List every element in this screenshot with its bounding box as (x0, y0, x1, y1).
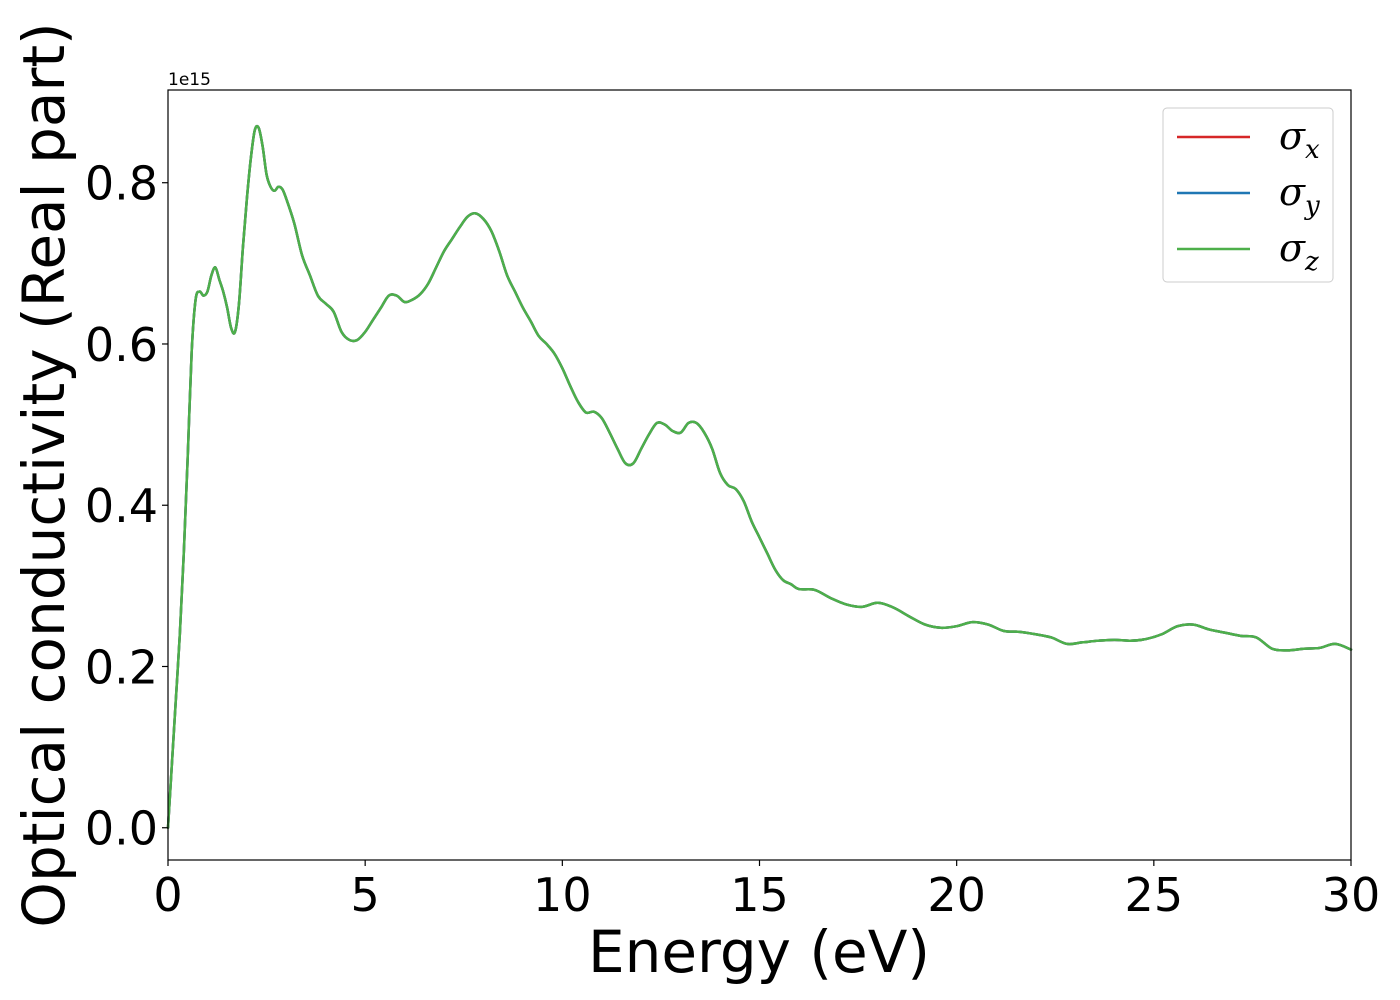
x-tick-label: 30 (1322, 868, 1381, 922)
series-layer (166, 124, 1353, 829)
legend-label-x: σx (1279, 114, 1320, 165)
x-axis-ticks: 0 5 10 15 20 25 30 (153, 860, 1380, 922)
y-tick-label: 0.4 (85, 479, 158, 533)
x-tick-label: 25 (1125, 868, 1184, 922)
x-tick-label: 10 (533, 868, 592, 922)
legend-box (1162, 107, 1334, 283)
x-tick-label: 15 (730, 868, 789, 922)
y-axis-label: Optical conductivity (Real part) (10, 22, 78, 927)
x-tick-label: 5 (351, 868, 380, 922)
y-tick-label: 0.0 (85, 802, 158, 856)
legend-label-y: σy (1279, 170, 1320, 221)
y-axis-ticks: 0.0 0.2 0.4 0.6 0.8 (85, 157, 168, 856)
series-line-z (166, 124, 1353, 829)
y-tick-label: 0.8 (85, 157, 158, 211)
x-tick-label: 0 (153, 868, 182, 922)
x-axis-label: Energy (eV) (588, 918, 930, 986)
y-tick-label: 0.2 (85, 640, 158, 694)
y-tick-label: 0.6 (85, 318, 158, 372)
x-tick-label: 20 (927, 868, 986, 922)
legend-label-z: σz (1279, 226, 1319, 277)
y-offset-label: 1e15 (168, 70, 211, 90)
